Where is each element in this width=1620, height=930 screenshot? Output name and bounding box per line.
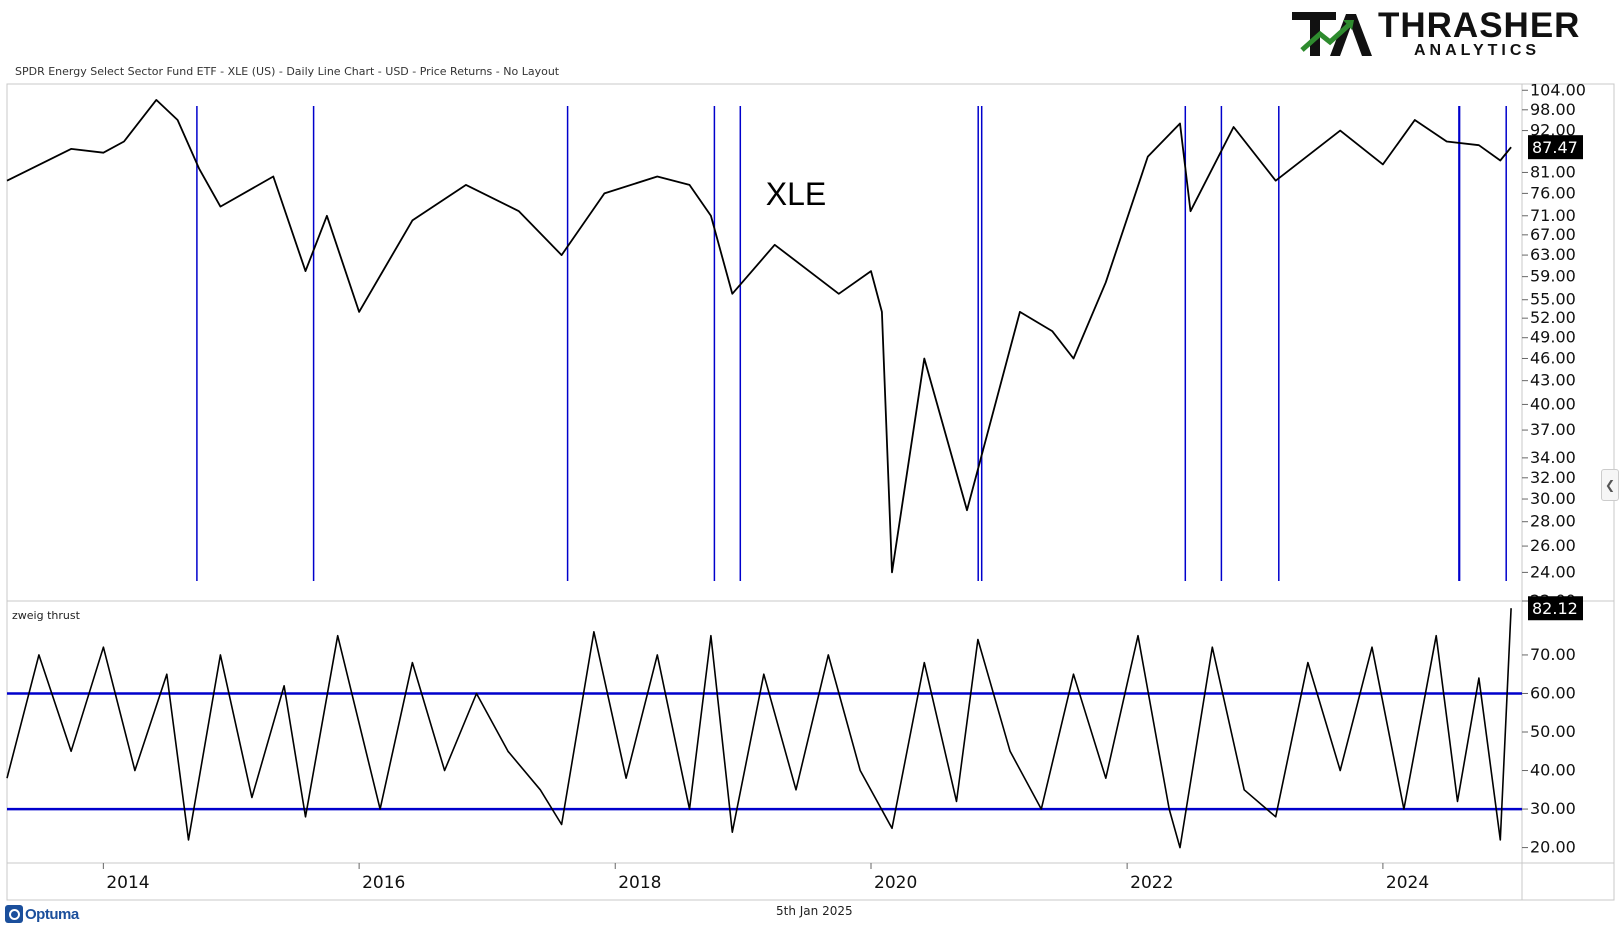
chevron-left-icon: ❮ [1604,478,1616,492]
price-tick-label: 71.00 [1530,206,1576,225]
signal-lines [196,106,1507,581]
ta-logo-mark-icon [1292,12,1372,56]
date-tick-label: 2024 [1386,873,1429,893]
price-tick-label: 43.00 [1530,371,1576,390]
price-tick-label: 104.00 [1530,80,1586,99]
optuma-brand: Optuma [25,905,79,923]
oscillator-axis: 70.00 60.00 50.00 40.00 30.00 20.00 [1522,645,1576,857]
price-last-value: 87.47 [1532,138,1578,157]
oscillator-tick-label: 50.00 [1530,722,1576,741]
footer-date: 5th Jan 2025 [776,904,853,918]
thrasher-logo: THRASHER ANALYTICS [1290,6,1579,60]
price-tick-label: 76.00 [1530,183,1576,202]
price-last-value-box [1528,135,1583,160]
oscillator-last-value: 82.12 [1532,599,1578,618]
price-tick-label: 26.00 [1530,536,1576,555]
date-tick-label: 2020 [874,873,917,893]
logo-name: THRASHER [1378,6,1581,45]
oscillator-tick-label: 60.00 [1530,683,1576,702]
price-tick-label: 46.00 [1530,348,1576,367]
date-tick-label: 2014 [106,873,149,893]
logo-subtitle: ANALYTICS [1414,42,1541,59]
price-tick-label: 30.00 [1530,489,1576,508]
optuma-icon [5,905,23,923]
date-tick-label: 2022 [1130,873,1173,893]
price-tick-label: 34.00 [1530,448,1576,467]
date-axis: 2014 2016 2018 2020 2022 2024 [102,863,1429,893]
oscillator-tick-label: 20.00 [1530,838,1576,857]
price-tick-label: 49.00 [1530,328,1576,347]
zweig-thrust-series [6,608,1512,849]
price-panel-frame [6,83,1615,602]
oscillator-tick-label: 30.00 [1530,799,1576,818]
price-tick-label: 40.00 [1530,394,1576,413]
price-tick-label: 37.00 [1530,420,1576,439]
price-tick-label: 98.00 [1530,100,1576,119]
panel-collapse-button[interactable]: ❮ [1601,469,1619,501]
xle-price-series [6,99,1512,574]
optuma-logo: Optuma [5,903,79,925]
oscillator-tick-label: 70.00 [1530,645,1576,664]
date-axis-frame [6,862,1615,901]
price-tick-label: 59.00 [1530,267,1576,286]
date-tick-label: 2018 [618,873,661,893]
price-tick-label: 24.00 [1530,562,1576,581]
price-tick-label: 67.00 [1530,225,1576,244]
threshold-lines [7,692,1522,811]
price-tick-label: 63.00 [1530,245,1576,264]
oscillator-title: zweig thrust [12,609,81,622]
chart-subtitle: SPDR Energy Select Sector Fund ETF - XLE… [15,65,560,78]
price-chart-title: XLE [766,176,826,212]
price-tick-label: 32.00 [1530,468,1576,487]
price-tick-label: 55.00 [1530,290,1576,309]
date-tick-label: 2016 [362,873,405,893]
last-value-labels: 87.47 82.12 [1528,135,1583,621]
price-tick-label: 28.00 [1530,512,1576,531]
oscillator-tick-label: 40.00 [1530,761,1576,780]
oscillator-last-value-box [1528,596,1583,621]
price-tick-label: 92.00 [1530,121,1576,140]
price-tick-label: 52.00 [1530,308,1576,327]
price-tick-label: 81.00 [1530,162,1576,181]
